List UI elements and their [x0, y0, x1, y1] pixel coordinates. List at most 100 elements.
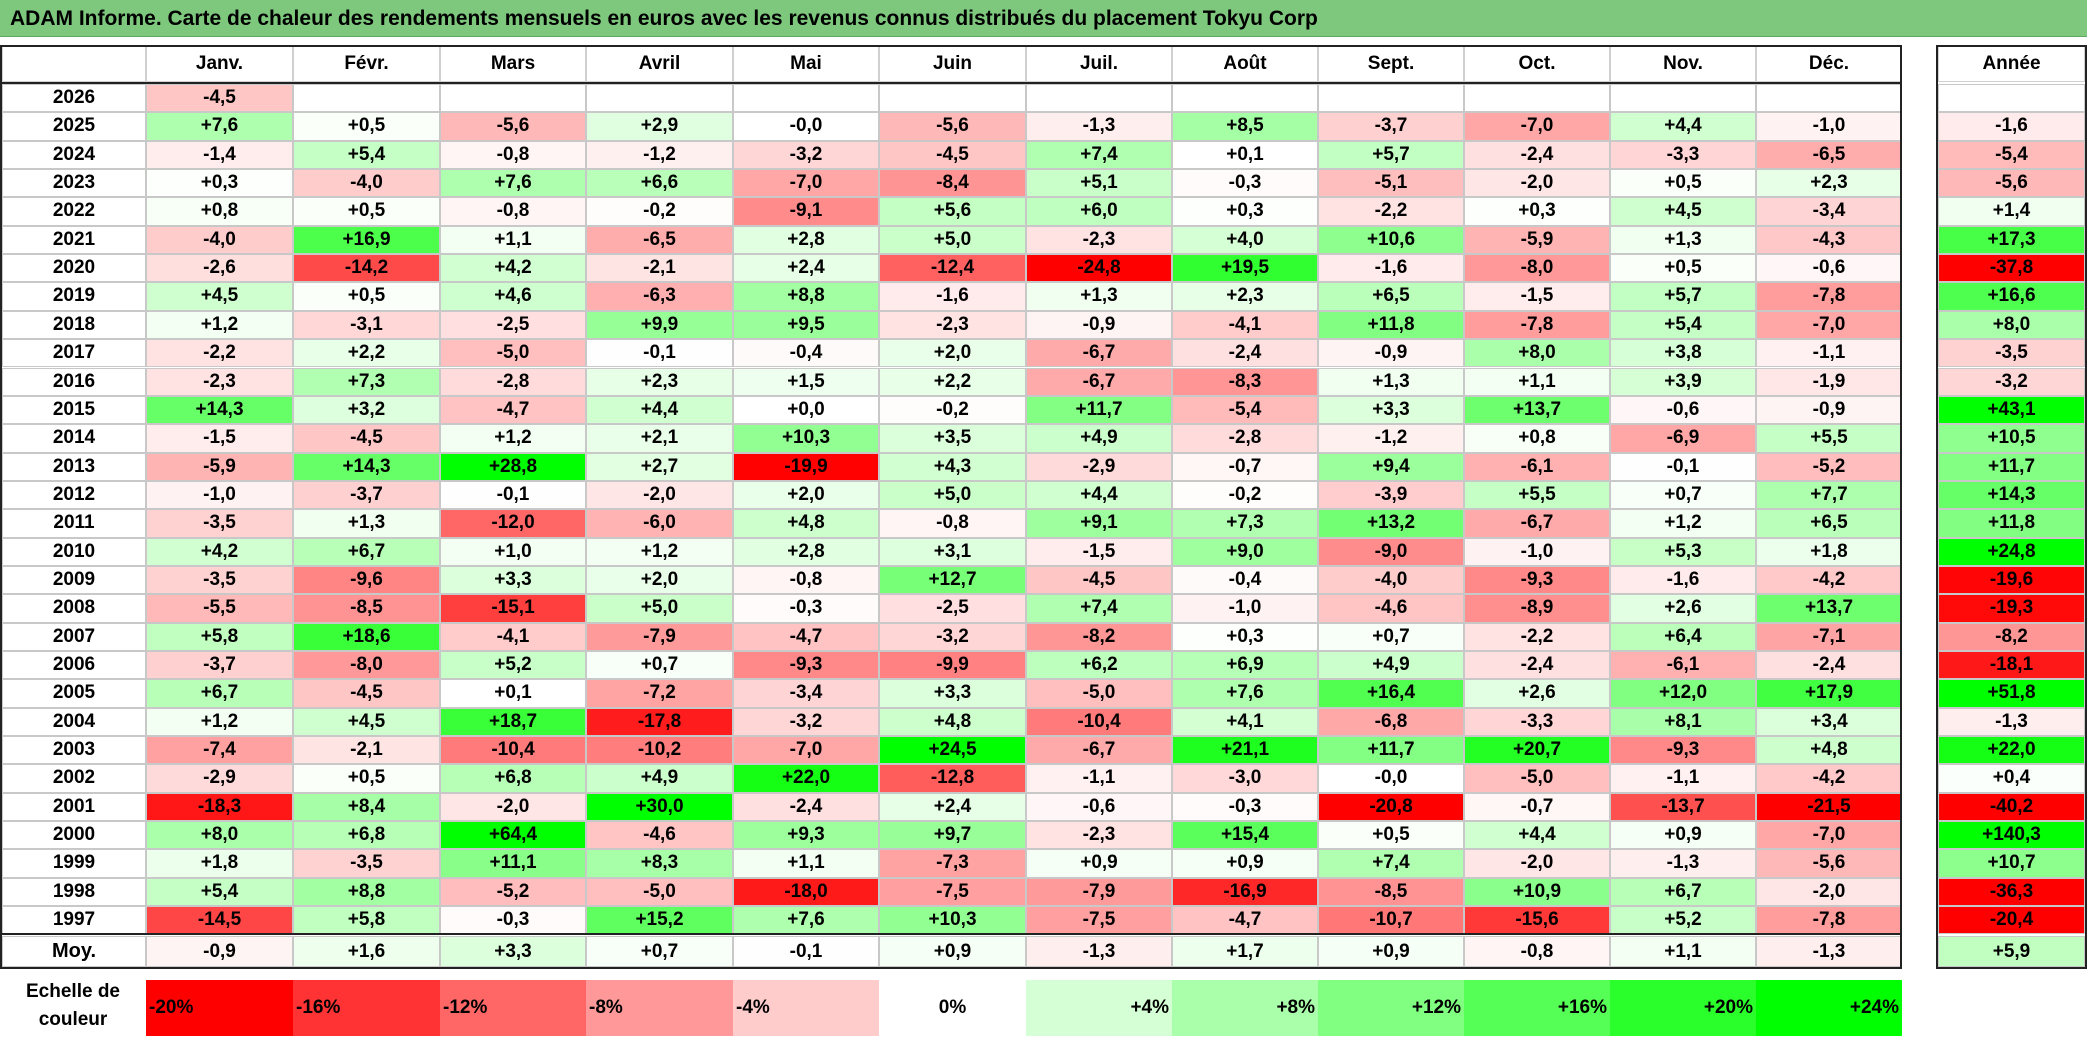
color-scale-stop: -8%	[586, 980, 733, 1036]
cell-2008-sept: -4,6	[1318, 594, 1464, 623]
cell-2023-juil: +5,1	[1026, 169, 1172, 198]
cell-2024-janv: -1,4	[146, 140, 293, 170]
cell-2014-oct: +0,8	[1464, 424, 1610, 453]
cell-2018-oct: -7,8	[1464, 310, 1610, 340]
cell-2000-mai: +9,3	[733, 821, 879, 850]
cell-2017-dec: -1,1	[1756, 339, 1902, 368]
cell-2012-juil: +4,4	[1026, 480, 1172, 510]
annual-2016: -3,2	[1938, 367, 2085, 396]
cell-2015-aout: -5,4	[1172, 395, 1318, 425]
cell-1997-mars: -0,3	[440, 906, 586, 935]
cell-2002-mai: +22,0	[733, 764, 879, 793]
cell-2007-janv: +5,8	[146, 622, 293, 651]
cell-2009-mars: +3,3	[440, 565, 586, 595]
cell-2016-aout: -8,3	[1172, 367, 1318, 396]
annual-2001: -40,2	[1938, 792, 2085, 822]
cell-2007-fevr: +18,6	[293, 622, 440, 651]
cell-2000-dec: -7,0	[1756, 821, 1902, 850]
year-label-2010: 2010	[2, 537, 146, 566]
cell-2015-mars: -4,7	[440, 395, 586, 425]
cell-2024-dec: -6,5	[1756, 140, 1902, 170]
cell-2001-mai: -2,4	[733, 792, 879, 822]
cell-1999-mars: +11,1	[440, 849, 586, 878]
cell-2022-juin: +5,6	[879, 197, 1026, 226]
cell-2011-nov: +1,2	[1610, 509, 1756, 538]
color-scale-stop: -4%	[733, 980, 879, 1036]
cell-2023-oct: -2,0	[1464, 169, 1610, 198]
annual-2026	[1938, 84, 2085, 113]
cell-2011-aout: +7,3	[1172, 509, 1318, 538]
cell-2026-avril	[586, 84, 733, 113]
cell-2006-juil: +6,2	[1026, 651, 1172, 680]
month-header-sept: Sept.	[1318, 46, 1464, 82]
cell-2018-fevr: -3,1	[293, 310, 440, 340]
cell-2026-dec	[1756, 84, 1902, 113]
cell-2000-nov: +0,9	[1610, 821, 1756, 850]
cell-2001-fevr: +8,4	[293, 792, 440, 822]
cell-2021-janv: -4,0	[146, 225, 293, 255]
cell-2013-juin: +4,3	[879, 452, 1026, 481]
cell-1997-fevr: +5,8	[293, 906, 440, 935]
month-header-juil: Juil.	[1026, 46, 1172, 82]
average-divider	[0, 933, 1902, 935]
cell-2001-aout: -0,3	[1172, 792, 1318, 822]
average-avril: +0,7	[586, 936, 733, 967]
cell-2006-oct: -2,4	[1464, 651, 1610, 680]
cell-2020-juil: -24,8	[1026, 254, 1172, 283]
cell-2003-dec: +4,8	[1756, 736, 1902, 765]
cell-2014-avril: +2,1	[586, 424, 733, 453]
month-header-fevr: Févr.	[293, 46, 440, 82]
cell-2022-aout: +0,3	[1172, 197, 1318, 226]
cell-2005-sept: +16,4	[1318, 679, 1464, 708]
cell-2004-avril: -17,8	[586, 707, 733, 737]
cell-2004-sept: -6,8	[1318, 707, 1464, 737]
cell-2017-juin: +2,0	[879, 339, 1026, 368]
cell-2026-juin	[879, 84, 1026, 113]
average-fevr: +1,6	[293, 936, 440, 967]
cell-2016-juil: -6,7	[1026, 367, 1172, 396]
color-scale-stop: +16%	[1464, 980, 1610, 1036]
cell-2024-juil: +7,4	[1026, 140, 1172, 170]
average-mai: -0,1	[733, 936, 879, 967]
cell-2008-janv: -5,5	[146, 594, 293, 623]
cell-2021-oct: -5,9	[1464, 225, 1610, 255]
cell-2016-mai: +1,5	[733, 367, 879, 396]
year-column-header	[2, 46, 146, 82]
cell-2014-janv: -1,5	[146, 424, 293, 453]
cell-2018-mai: +9,5	[733, 310, 879, 340]
cell-2016-avril: +2,3	[586, 367, 733, 396]
cell-2010-mai: +2,8	[733, 537, 879, 566]
cell-2023-avril: +6,6	[586, 169, 733, 198]
cell-2021-mars: +1,1	[440, 225, 586, 255]
cell-2009-juin: +12,7	[879, 565, 1026, 595]
cell-2018-mars: -2,5	[440, 310, 586, 340]
cell-2010-mars: +1,0	[440, 537, 586, 566]
cell-2000-oct: +4,4	[1464, 821, 1610, 850]
annual-2024: -5,4	[1938, 140, 2085, 170]
cell-2012-dec: +7,7	[1756, 480, 1902, 510]
cell-2009-sept: -4,0	[1318, 565, 1464, 595]
cell-2012-mai: +2,0	[733, 480, 879, 510]
cell-2019-aout: +2,3	[1172, 282, 1318, 311]
cell-2025-sept: -3,7	[1318, 112, 1464, 141]
annual-2004: -1,3	[1938, 707, 2085, 737]
annual-2010: +24,8	[1938, 537, 2085, 566]
cell-2012-nov: +0,7	[1610, 480, 1756, 510]
color-scale-stop: +4%	[1026, 980, 1172, 1036]
cell-2021-juil: -2,3	[1026, 225, 1172, 255]
cell-2025-avril: +2,9	[586, 112, 733, 141]
cell-2007-sept: +0,7	[1318, 622, 1464, 651]
month-header-mai: Mai	[733, 46, 879, 82]
cell-2007-nov: +6,4	[1610, 622, 1756, 651]
cell-2014-fevr: -4,5	[293, 424, 440, 453]
cell-2019-oct: -1,5	[1464, 282, 1610, 311]
year-label-2003: 2003	[2, 736, 146, 765]
cell-2001-oct: -0,7	[1464, 792, 1610, 822]
cell-2013-avril: +2,7	[586, 452, 733, 481]
cell-2010-oct: -1,0	[1464, 537, 1610, 566]
cell-2014-mars: +1,2	[440, 424, 586, 453]
cell-2016-nov: +3,9	[1610, 367, 1756, 396]
cell-2025-oct: -7,0	[1464, 112, 1610, 141]
cell-2002-nov: -1,1	[1610, 764, 1756, 793]
month-header-mars: Mars	[440, 46, 586, 82]
